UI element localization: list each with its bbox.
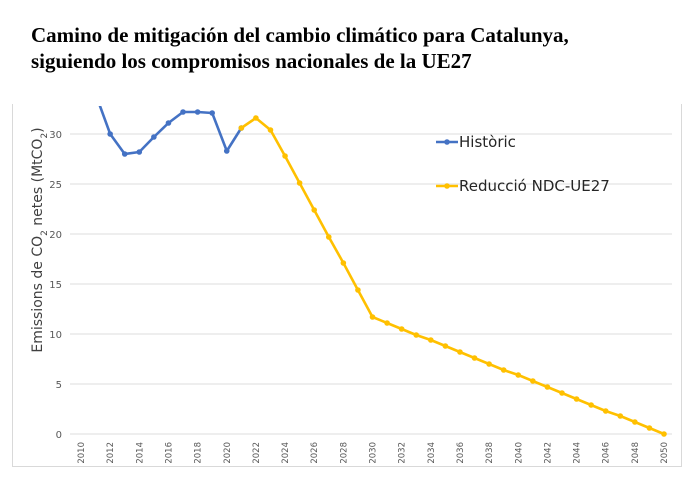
data-point bbox=[253, 115, 259, 121]
x-tick-label: 2048 bbox=[631, 442, 641, 464]
y-tick-label: 10 bbox=[49, 330, 62, 341]
series-group bbox=[78, 71, 667, 437]
x-tick-label: 2016 bbox=[164, 442, 174, 464]
gridlines bbox=[70, 133, 672, 435]
series-line-1 bbox=[240, 116, 665, 436]
x-tick-label: 2050 bbox=[660, 442, 670, 464]
x-tick-label: 2014 bbox=[135, 442, 145, 464]
data-point bbox=[151, 134, 157, 140]
x-tick-label: 2018 bbox=[194, 442, 204, 464]
x-tick-label: 2040 bbox=[514, 442, 524, 464]
x-tick-label: 2044 bbox=[573, 442, 583, 464]
data-point bbox=[588, 402, 594, 408]
data-point bbox=[617, 413, 624, 419]
data-point bbox=[180, 109, 186, 115]
x-tick-label: 2036 bbox=[456, 442, 466, 464]
data-point bbox=[471, 355, 478, 361]
data-point bbox=[325, 234, 332, 240]
legend: Històric Reducció NDC-UE27 bbox=[436, 133, 610, 195]
legend-label: Reducció NDC-UE27 bbox=[459, 177, 610, 195]
data-point bbox=[500, 367, 507, 373]
data-point bbox=[486, 361, 492, 367]
y-tick-label: 15 bbox=[49, 280, 62, 291]
x-tick-label: 2026 bbox=[310, 442, 320, 464]
legend-label: Històric bbox=[459, 133, 516, 151]
data-point bbox=[559, 390, 565, 396]
data-point bbox=[165, 120, 172, 126]
data-point bbox=[311, 207, 318, 213]
x-tick-label: 2042 bbox=[543, 442, 553, 464]
data-point bbox=[121, 151, 128, 157]
data-point bbox=[457, 349, 463, 355]
y-tick-label: 25 bbox=[49, 180, 62, 191]
x-tick-label: 2034 bbox=[427, 442, 437, 464]
legend-swatch-marker bbox=[444, 183, 450, 189]
x-tick-label: 2024 bbox=[281, 442, 291, 464]
chart-title: Camino de mitigación del cambio climátic… bbox=[31, 22, 691, 74]
series-line-0 bbox=[98, 106, 243, 156]
y-axis-ticks: 0 5 10 15 20 25 30 bbox=[49, 130, 62, 441]
data-point bbox=[530, 378, 536, 384]
data-point bbox=[93, 91, 99, 97]
x-tick-label: 2022 bbox=[252, 442, 262, 464]
data-point bbox=[384, 320, 390, 326]
chart-title-line-1: Camino de mitigación del cambio climátic… bbox=[31, 23, 569, 47]
y-tick-label: 0 bbox=[56, 430, 62, 441]
x-tick-label: 2046 bbox=[602, 442, 612, 464]
data-point bbox=[428, 337, 434, 343]
x-tick-label: 2032 bbox=[398, 442, 408, 464]
data-point bbox=[296, 180, 303, 186]
x-axis-ticks: 2010 2012 2014 2016 2018 2020 2022 2024 2026 2028… bbox=[77, 442, 670, 464]
data-point bbox=[413, 332, 420, 338]
data-point bbox=[340, 260, 347, 266]
data-point bbox=[646, 425, 653, 431]
chart-title-line-2: siguiendo los compromisos nacionales de … bbox=[31, 49, 472, 73]
data-point bbox=[282, 153, 288, 159]
x-tick-label: 2030 bbox=[369, 442, 379, 464]
x-tick-label: 2012 bbox=[106, 442, 116, 464]
y-tick-label: 20 bbox=[49, 230, 62, 241]
x-tick-label: 2020 bbox=[223, 442, 233, 464]
data-point bbox=[209, 110, 215, 116]
data-point bbox=[515, 372, 522, 378]
data-point bbox=[136, 149, 143, 155]
x-tick-label: 2038 bbox=[485, 442, 495, 464]
x-tick-label: 2028 bbox=[339, 442, 349, 464]
y-tick-label: 5 bbox=[56, 380, 62, 391]
data-point bbox=[223, 148, 230, 154]
data-point bbox=[238, 125, 245, 131]
data-point bbox=[442, 343, 449, 349]
data-point bbox=[107, 131, 113, 137]
data-point bbox=[398, 326, 405, 332]
y-tick-label: 30 bbox=[49, 130, 62, 141]
data-point bbox=[78, 71, 84, 77]
data-point bbox=[355, 287, 361, 293]
data-point bbox=[544, 384, 551, 390]
data-point bbox=[661, 431, 667, 437]
y-axis-label: Emissions de CO2 netes (MtCO2) bbox=[30, 127, 50, 352]
data-point bbox=[369, 314, 376, 320]
legend-swatch-marker bbox=[444, 139, 450, 145]
data-point bbox=[267, 127, 274, 133]
x-tick-label: 2010 bbox=[77, 442, 87, 464]
data-point bbox=[632, 419, 638, 425]
data-point bbox=[602, 408, 609, 414]
data-point bbox=[573, 396, 580, 402]
data-point bbox=[194, 109, 201, 115]
chart-frame bbox=[12, 104, 682, 467]
